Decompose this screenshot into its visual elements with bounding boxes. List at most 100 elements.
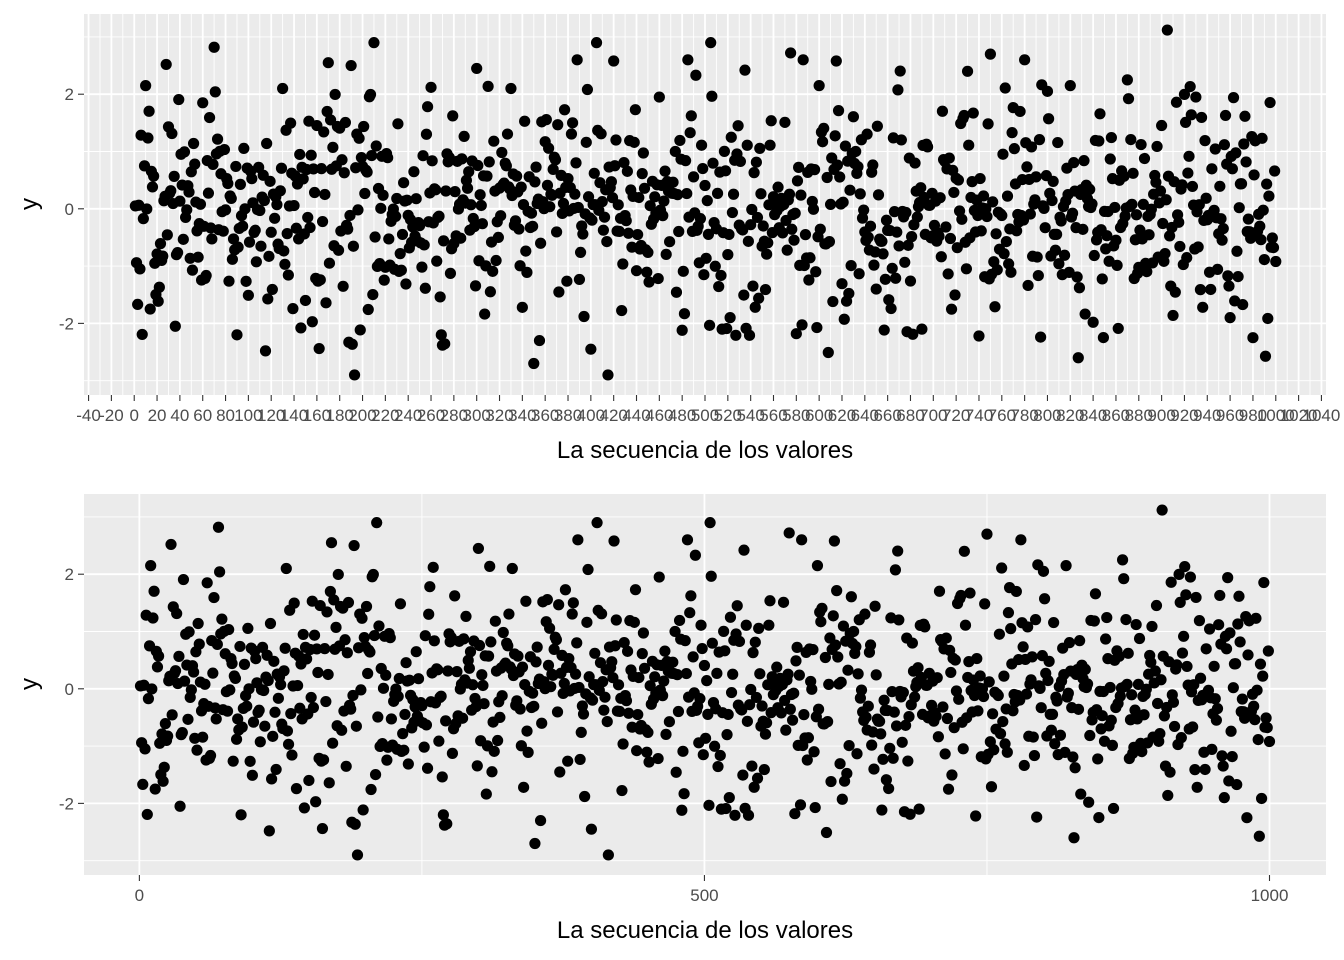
bottom-data-point: [597, 676, 609, 688]
top-data-point: [290, 222, 302, 234]
top-data-point: [471, 62, 483, 75]
top-data-point: [1266, 232, 1278, 244]
top-data-point: [1151, 140, 1163, 153]
top-data-point: [208, 41, 220, 53]
top-x-tick-label: 900: [1147, 406, 1175, 425]
bottom-data-point: [259, 720, 271, 732]
bottom-data-point: [235, 809, 247, 821]
bottom-data-point: [883, 782, 895, 795]
top-data-point: [1263, 190, 1275, 202]
bottom-data-point: [332, 568, 344, 581]
bottom-data-point: [964, 587, 976, 599]
top-data-point: [1192, 241, 1204, 253]
top-x-tick-label: 360: [531, 406, 559, 425]
top-data-point: [742, 235, 754, 247]
bottom-data-point: [440, 715, 452, 727]
bottom-data-point: [939, 748, 951, 760]
bottom-data-point: [1054, 729, 1067, 741]
top-data-point: [1222, 270, 1234, 282]
bottom-data-point: [1107, 802, 1120, 815]
top-data-point: [759, 283, 772, 296]
top-data-point: [1094, 108, 1106, 120]
bottom-data-point: [987, 708, 999, 720]
top-data-point: [830, 55, 842, 67]
bottom-data-point: [197, 731, 209, 743]
bottom-data-point: [1193, 615, 1206, 627]
top-data-point: [516, 301, 528, 313]
bottom-data-point: [1015, 534, 1027, 546]
top-data-point: [706, 90, 718, 102]
top-data-point: [1011, 225, 1023, 237]
top-data-point: [636, 168, 648, 180]
bottom-data-point: [641, 746, 653, 758]
top-data-point: [194, 198, 207, 210]
bottom-y-tick-label: 2: [65, 565, 74, 584]
top-data-point: [718, 145, 731, 157]
top-data-point: [558, 104, 571, 116]
top-data-point: [844, 184, 856, 196]
bottom-data-point: [1130, 618, 1142, 631]
bottom-data-point: [1189, 764, 1201, 776]
bottom-data-point: [1026, 651, 1038, 663]
top-data-point: [271, 199, 283, 211]
top-data-point: [1001, 190, 1014, 202]
top-data-point: [637, 147, 649, 159]
bottom-data-point: [979, 598, 991, 610]
bottom-data-point: [323, 777, 335, 789]
bottom-data-point: [506, 562, 518, 575]
top-x-tick-label: 100: [234, 406, 262, 425]
bottom-data-point: [793, 669, 805, 681]
top-data-point: [745, 219, 757, 231]
top-data-point: [753, 292, 765, 304]
bottom-data-point: [877, 753, 889, 765]
top-x-tick-label: 1040: [1303, 406, 1341, 425]
bottom-data-point: [1211, 702, 1224, 715]
bottom-data-point: [589, 647, 601, 659]
bottom-data-point: [308, 629, 321, 641]
top-data-point: [440, 185, 452, 197]
bottom-data-point: [285, 708, 297, 720]
bottom-data-point: [446, 747, 459, 759]
top-data-point: [943, 152, 955, 164]
bottom-data-point: [541, 594, 553, 606]
top-data-point: [315, 163, 328, 175]
bottom-x-tick-label: 0: [135, 886, 144, 905]
top-data-point: [816, 136, 829, 148]
top-data-point: [1024, 208, 1036, 220]
bottom-data-point: [633, 671, 645, 684]
bottom-data-point: [866, 739, 878, 751]
top-data-point: [632, 228, 644, 241]
bottom-data-point: [1136, 745, 1148, 758]
bottom-data-point: [427, 561, 439, 573]
top-data-point: [481, 170, 493, 182]
bottom-data-point: [1120, 613, 1132, 626]
top-data-point: [581, 83, 594, 96]
bottom-data-point: [684, 607, 696, 619]
top-data-point: [541, 179, 554, 191]
bottom-data-point: [889, 564, 902, 576]
top-data-point: [456, 153, 468, 165]
top-data-point: [487, 265, 499, 277]
bottom-data-point: [141, 808, 153, 821]
top-data-point: [408, 166, 420, 178]
bottom-data-point: [758, 763, 770, 776]
bottom-data-point: [149, 783, 161, 795]
bottom-data-point: [1206, 743, 1218, 755]
bottom-data-point: [545, 681, 557, 693]
top-data-point: [796, 319, 808, 331]
top-x-tick-label: 240: [394, 406, 422, 425]
top-data-point: [370, 140, 382, 152]
bottom-data-point: [714, 749, 726, 762]
top-data-point: [981, 210, 993, 223]
top-data-point: [202, 187, 215, 199]
top-x-tick-label: 280: [440, 406, 468, 425]
top-data-point: [382, 152, 394, 164]
bottom-data-point: [659, 645, 671, 657]
top-data-point: [552, 119, 564, 131]
bottom-data-point: [598, 704, 610, 716]
top-data-point: [422, 101, 434, 113]
top-data-point: [1079, 308, 1091, 320]
bottom-data-point: [542, 659, 555, 671]
bottom-data-point: [851, 748, 863, 760]
bottom-data-point: [1083, 796, 1095, 808]
